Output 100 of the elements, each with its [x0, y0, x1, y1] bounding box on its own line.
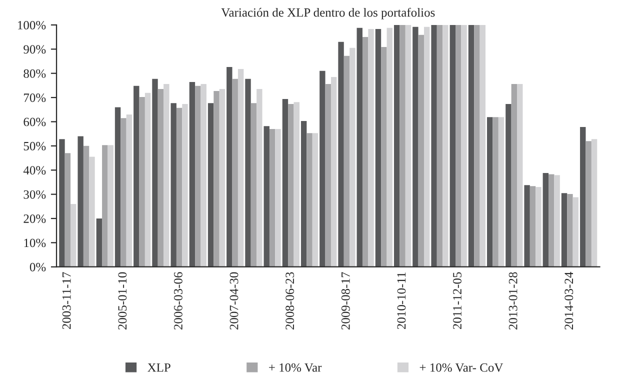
x-tick-label: 2008-06-23 [286, 272, 294, 330]
y-tick-label: 70% [24, 94, 46, 102]
bar [320, 70, 326, 267]
bar [461, 24, 467, 267]
bar [561, 193, 568, 267]
bar [78, 136, 84, 267]
bar [492, 117, 498, 267]
bar [238, 68, 244, 267]
y-tick-label: 40% [23, 166, 46, 175]
bar [580, 127, 586, 267]
bar [506, 104, 512, 267]
bar [250, 103, 257, 267]
bar [312, 133, 318, 267]
bar [386, 28, 392, 267]
bar [517, 84, 523, 267]
x-tick-label: 2007-04-30 [230, 272, 238, 330]
bar [294, 102, 300, 267]
y-tick-label: 10% [24, 238, 46, 248]
bar [64, 153, 71, 267]
x-tick-label: 2013-01-28 [508, 272, 518, 330]
bar [144, 92, 151, 267]
bar [214, 90, 220, 267]
bar [424, 26, 430, 267]
legend-label: XLP [148, 363, 170, 372]
bar [591, 139, 598, 267]
y-tick-label: 30% [24, 190, 46, 199]
bar [264, 126, 270, 267]
x-tick-label: 2009-08-17 [341, 272, 350, 330]
legend-label: + 10% Var- CoV [420, 363, 504, 372]
bar [542, 173, 549, 267]
bar [586, 141, 592, 267]
bar [89, 156, 95, 267]
bar [344, 56, 350, 267]
bar [572, 197, 579, 267]
y-tick-label: 90% [24, 45, 46, 54]
bar [208, 103, 214, 267]
bar [170, 103, 176, 267]
bar [400, 24, 406, 267]
x-tick-label: 2010-10-11 [397, 272, 406, 330]
bar [182, 104, 188, 267]
bar [554, 175, 560, 267]
bar [325, 84, 331, 267]
y-tick-label: 0% [30, 262, 46, 272]
bar [412, 26, 418, 267]
bar [200, 84, 206, 267]
bar [511, 84, 518, 267]
bar [338, 42, 344, 267]
x-tick-label: 2011-12-05 [453, 272, 462, 330]
bar [176, 108, 182, 267]
legend-label: + 10% Var [269, 363, 322, 372]
bar [474, 24, 480, 267]
bar [468, 24, 474, 267]
bar [356, 28, 362, 267]
bar [524, 185, 530, 267]
bar [394, 24, 400, 267]
bar [114, 107, 121, 267]
bar [442, 24, 448, 267]
y-tick-label: 20% [24, 214, 46, 223]
bar [96, 218, 102, 267]
bar [306, 133, 312, 267]
x-tick-label: 2014-03-24 [564, 272, 574, 330]
bar [350, 48, 356, 267]
bar [108, 145, 114, 267]
bar [548, 174, 554, 267]
bar [300, 120, 307, 267]
bar [102, 145, 108, 267]
bar [134, 86, 140, 267]
bar [480, 24, 486, 267]
bar [536, 187, 542, 267]
bar [381, 46, 387, 267]
y-tick-label: 50% [24, 142, 46, 150]
bar [256, 89, 262, 267]
bar [330, 76, 337, 267]
bar [431, 24, 437, 267]
bar [70, 204, 76, 267]
bar [375, 29, 382, 267]
bar [219, 89, 226, 267]
x-tick-label: 2003-11-17 [62, 272, 71, 330]
bar [164, 84, 170, 267]
x-tick-label: 2006-03-06 [174, 272, 182, 330]
bar [269, 128, 276, 267]
bar [232, 78, 238, 267]
bar [567, 194, 573, 267]
y-tick-label: 80% [24, 69, 46, 78]
bar [83, 146, 90, 267]
bar [282, 98, 288, 267]
x-tick-label: 2005-01-10 [118, 272, 127, 330]
bar [120, 118, 126, 267]
bar [530, 186, 536, 267]
bar [189, 82, 196, 267]
chart-title: Variación de XLP dentro de los portafolios [221, 8, 435, 20]
bar [498, 117, 504, 267]
bar [436, 24, 443, 267]
bar [226, 67, 232, 267]
bar [418, 34, 424, 267]
bar [368, 29, 374, 267]
bar [195, 86, 201, 267]
bar [288, 104, 294, 267]
bar [126, 114, 132, 267]
bar [245, 78, 251, 267]
